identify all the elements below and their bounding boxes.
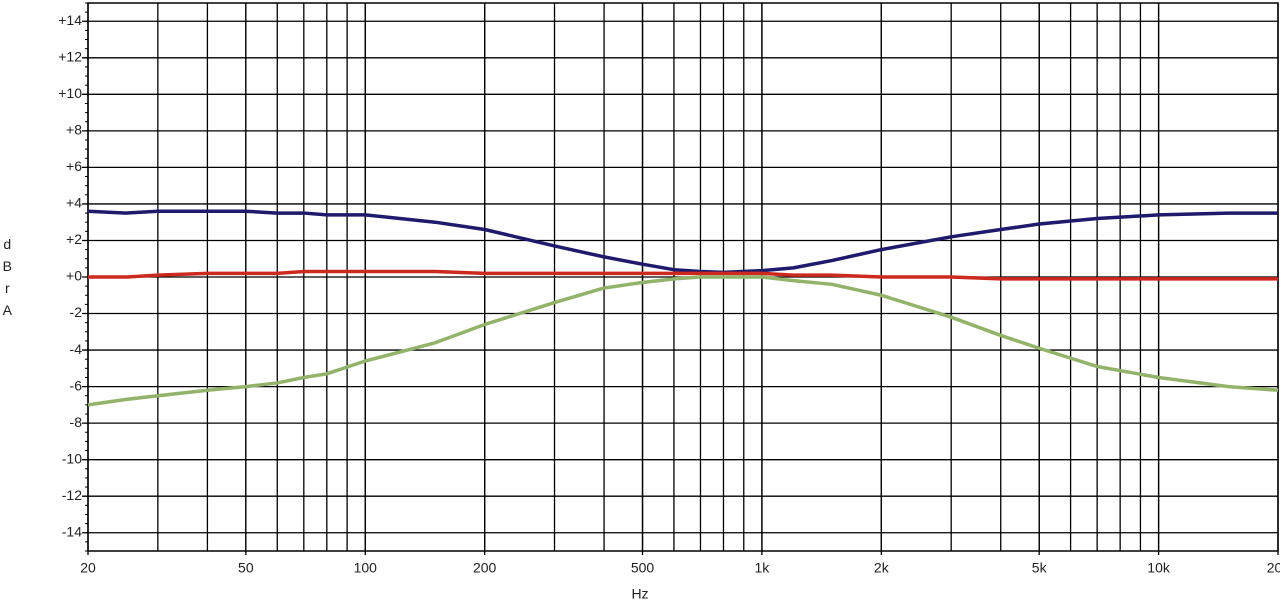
x-tick-label: 20 [80,560,96,576]
series-line [88,269,1278,281]
x-tick-label: 1k [755,560,771,576]
y-tick-label: +12 [58,49,82,65]
y-tick-label: -2 [70,304,83,320]
y-tick-label: +0 [66,268,82,284]
y-tick-label: +4 [66,195,82,211]
x-tick-label: 200 [473,560,497,576]
x-tick-label: 2k [874,560,890,576]
y-tick-label: +2 [66,231,82,247]
y-tick-label: +14 [58,12,82,28]
series-line [87,209,1278,275]
y-tick-label: -4 [70,341,83,357]
x-tick-label: 5k [1032,560,1048,576]
y-tick-label: -12 [62,487,82,503]
series-line [87,275,1279,407]
y-tick-label: -8 [70,414,83,430]
y-tick-label: +10 [58,85,82,101]
y-tick-label: -10 [62,450,82,466]
x-tick-label: 100 [354,560,378,576]
y-tick-label: -14 [62,523,82,539]
y-tick-label: -6 [70,377,83,393]
x-tick-label: 20k [1267,560,1280,576]
y-axis-label: dBrA [0,236,15,324]
x-axis-label: Hz [631,586,648,602]
x-tick-label: 500 [631,560,655,576]
x-tick-label: 10k [1147,560,1171,576]
x-tick-label: 50 [238,560,254,576]
y-tick-label: +6 [66,158,82,174]
y-tick-label: +8 [66,122,82,138]
